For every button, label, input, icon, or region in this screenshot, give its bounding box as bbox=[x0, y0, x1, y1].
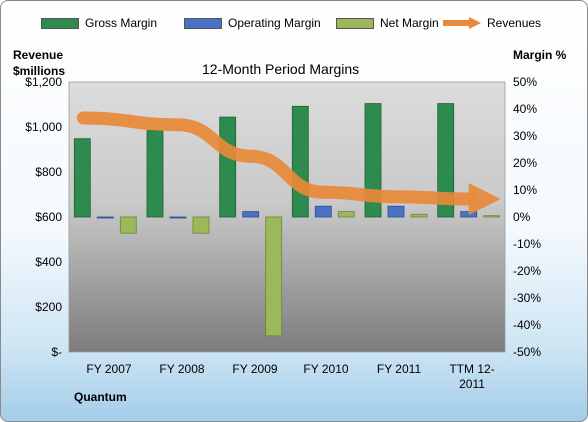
bar-net-margin-5 bbox=[483, 215, 501, 218]
bar-gross-margin-5 bbox=[437, 103, 455, 218]
right-tick-40: 40% bbox=[513, 102, 538, 116]
legend-gross-label: Gross Margin bbox=[85, 16, 158, 30]
x-tick-ttm-line2: 2011 bbox=[459, 377, 485, 391]
left-tick-800: $800 bbox=[35, 165, 62, 179]
legend-gross-swatch bbox=[41, 17, 79, 29]
bar-operating-margin-0 bbox=[96, 216, 114, 219]
x-tick-ttm-line1: TTM 12- bbox=[449, 362, 495, 376]
right-tick-m40: -40% bbox=[513, 318, 542, 332]
x-tick-fy2011-text: FY 2011 bbox=[376, 362, 422, 376]
left-axis-title: Revenue $millions bbox=[13, 47, 65, 79]
bar-operating-margin-3 bbox=[314, 205, 332, 218]
x-tick-fy2007: FY 2007 bbox=[74, 362, 144, 377]
revenue-line-layer bbox=[76, 111, 501, 215]
bar-net-margin-2 bbox=[265, 216, 283, 337]
left-tick-600: $600 bbox=[35, 210, 62, 224]
bar-gross-margin-3 bbox=[291, 105, 309, 218]
x-tick-fy2010-text: FY 2010 bbox=[303, 362, 349, 376]
bar-gross-margin-0 bbox=[73, 138, 91, 218]
bar-net-margin-4 bbox=[410, 213, 428, 218]
x-tick-fy2007-text: FY 2007 bbox=[86, 362, 132, 376]
x-tick-fy2009: FY 2009 bbox=[220, 362, 290, 377]
left-tick-400: $400 bbox=[35, 255, 62, 269]
right-axis-title: Margin % bbox=[513, 48, 567, 62]
x-tick-fy2011: FY 2011 bbox=[364, 362, 434, 377]
bar-net-margin-0 bbox=[119, 216, 137, 234]
left-tick-0: $- bbox=[51, 345, 62, 359]
legend-net-swatch bbox=[336, 17, 374, 29]
revenue-line bbox=[76, 111, 476, 206]
chart-title: 12-Month Period Margins bbox=[202, 61, 360, 77]
left-tick-1200: $1,200 bbox=[25, 75, 62, 89]
x-tick-ttm: TTM 12- 2011 bbox=[437, 362, 507, 392]
bar-operating-margin-2 bbox=[242, 211, 260, 218]
bar-operating-margin-4 bbox=[387, 205, 405, 218]
right-tick-30: 30% bbox=[513, 129, 538, 143]
left-axis-title-line1: Revenue bbox=[13, 48, 64, 62]
legend-gross-margin: Gross Margin bbox=[41, 15, 157, 31]
legend-operating-swatch bbox=[184, 17, 222, 29]
left-tick-200: $200 bbox=[35, 300, 62, 314]
x-tick-fy2008-text: FY 2008 bbox=[159, 362, 205, 376]
legend-net-label: Net Margin bbox=[380, 16, 439, 30]
legend-net-margin: Net Margin bbox=[336, 15, 439, 31]
legend-revenues-arrow-icon bbox=[441, 17, 481, 29]
x-tick-fy2008: FY 2008 bbox=[147, 362, 217, 377]
company-label: Quantum bbox=[74, 390, 127, 404]
legend-revenues: Revenues bbox=[441, 15, 542, 31]
revenue-arrowhead bbox=[468, 183, 501, 215]
right-tick-10: 10% bbox=[513, 183, 538, 197]
right-tick-m30: -30% bbox=[513, 291, 542, 305]
bar-operating-margin-1 bbox=[169, 216, 187, 219]
bar-gross-margin-4 bbox=[364, 103, 382, 218]
right-tick-m50: -50% bbox=[513, 345, 542, 359]
right-tick-m20: -20% bbox=[513, 264, 542, 278]
legend-operating-label: Operating Margin bbox=[228, 16, 321, 30]
bar-gross-margin-1 bbox=[146, 130, 164, 218]
x-tick-fy2010: FY 2010 bbox=[291, 362, 361, 377]
legend-revenues-label: Revenues bbox=[487, 16, 542, 30]
legend-operating-margin: Operating Margin bbox=[184, 15, 321, 31]
right-tick-50: 50% bbox=[513, 75, 538, 89]
bar-net-margin-1 bbox=[192, 216, 210, 234]
x-tick-fy2009-text: FY 2009 bbox=[232, 362, 278, 376]
right-tick-20: 20% bbox=[513, 156, 538, 170]
bar-net-margin-3 bbox=[337, 211, 355, 218]
left-axis-title-line2: $millions bbox=[13, 64, 66, 78]
bar-gross-margin-2 bbox=[219, 116, 237, 218]
left-tick-1000: $1,000 bbox=[25, 120, 62, 134]
right-tick-m10: -10% bbox=[513, 237, 542, 251]
bars-layer bbox=[73, 103, 501, 337]
right-tick-0: 0% bbox=[513, 210, 531, 224]
